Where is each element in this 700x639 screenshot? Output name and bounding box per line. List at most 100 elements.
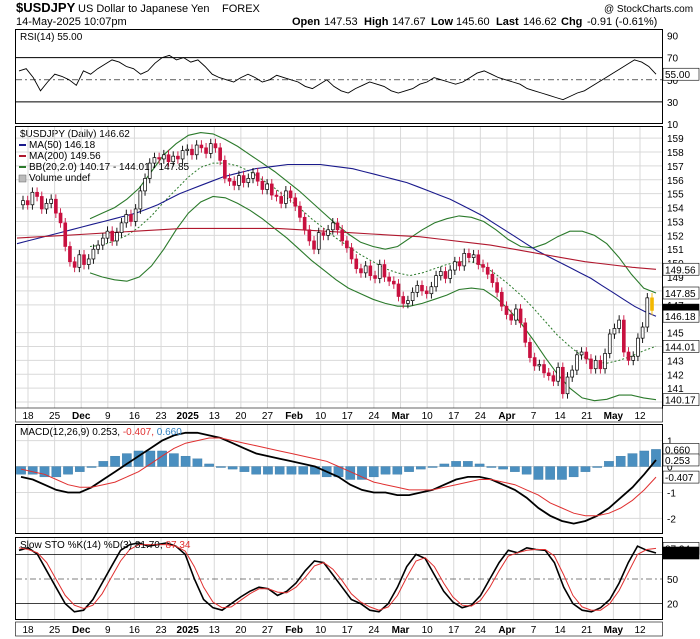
- exchange-label: FOREX: [222, 3, 261, 15]
- rsi-y-tick: 90: [667, 32, 679, 43]
- macd-histogram-bar: [474, 463, 485, 467]
- candle-body: [269, 183, 274, 196]
- sto-y-tick: 50: [667, 575, 679, 586]
- candle-body: [157, 157, 161, 160]
- x-tick-label: 21: [581, 625, 593, 636]
- macd-tag-label: -0.407: [665, 473, 694, 484]
- x-tick-label: Apr: [498, 411, 515, 422]
- copyright: @ StockCharts.com: [604, 4, 693, 15]
- candle-body: [129, 214, 133, 222]
- candle-body: [208, 143, 213, 154]
- rsi-panel: RSI(14) 55.00 90 70 50 30 10 55.00: [15, 29, 700, 131]
- candle-body: [485, 266, 490, 275]
- candle-body: [424, 290, 429, 295]
- candle-body: [471, 254, 476, 258]
- candle-body: [166, 154, 171, 163]
- candle-body: [603, 353, 607, 370]
- rsi-title: RSI(14) 55.00: [20, 32, 83, 43]
- price-y-tick: 149: [667, 273, 684, 284]
- macd-histogram-bar: [416, 466, 426, 470]
- rsi-line: [18, 54, 657, 101]
- macd-histogram-bar: [463, 461, 473, 467]
- candle-body: [237, 175, 241, 186]
- quote-date: 14-May-2025 10:07pm: [16, 16, 127, 28]
- candle-body: [218, 147, 222, 161]
- candle-body: [162, 154, 166, 160]
- candle-body: [401, 296, 406, 304]
- sto-frame: [15, 537, 663, 620]
- chg-value: -0.91 (-0.61%): [587, 16, 657, 28]
- candle-body: [645, 297, 650, 328]
- candle-body: [204, 147, 208, 154]
- candle-body: [213, 143, 218, 149]
- candle-body: [382, 264, 387, 278]
- x-tick-label: 2025: [177, 411, 200, 422]
- candle-body: [589, 358, 593, 370]
- x-tick-label: 17: [342, 625, 354, 636]
- legend-vol: Volume undef: [29, 173, 90, 184]
- candle-body: [152, 157, 157, 164]
- candle-body: [21, 200, 25, 206]
- x-axis-bottom: 18 25 Dec 9 16 23 2025 13 20 27 Feb 10 17 24 Mar 10 17 24…: [15, 621, 663, 637]
- macd-histogram-bar: [227, 466, 238, 470]
- price-tag-box: [662, 309, 700, 323]
- candle-body: [575, 354, 579, 371]
- candle-body: [560, 366, 565, 395]
- candle-body: [410, 291, 415, 301]
- candle-body: [420, 285, 424, 292]
- candle-body: [640, 326, 645, 339]
- candle-body: [528, 341, 532, 358]
- x-tick-label: Feb: [285, 411, 303, 422]
- x-tick-label: 24: [475, 411, 487, 422]
- macd-histogram-bar: [345, 466, 356, 480]
- candle-body: [288, 190, 293, 199]
- x-tick-label: Dec: [72, 411, 91, 422]
- candle-body: [373, 275, 377, 279]
- x-tick-label: 10: [315, 411, 327, 422]
- macd-histogram-bar: [557, 466, 567, 480]
- price-y-tick: 151: [667, 245, 684, 256]
- candle-body: [35, 191, 39, 197]
- macd-histogram-bar: [145, 450, 156, 467]
- x-tick-label: 25: [49, 411, 61, 422]
- macd-histogram-bar: [51, 466, 62, 478]
- candle-body: [302, 216, 307, 231]
- candle-body: [63, 222, 68, 247]
- x-tick-label: May: [604, 625, 624, 636]
- x-tick-label: 27: [262, 625, 274, 636]
- candle-body: [335, 222, 340, 231]
- macd-tag-label: 0.253: [665, 456, 690, 467]
- macd-histogram-bar: [580, 466, 591, 472]
- candle-body: [518, 308, 523, 324]
- x-tick-label: 27: [262, 411, 274, 422]
- candle-body: [330, 222, 335, 231]
- legend-ma50: MA(50) 146.18: [29, 140, 96, 151]
- candle-body: [598, 360, 603, 370]
- low-label: Low: [431, 16, 453, 28]
- candle-body: [260, 180, 265, 190]
- x-tick-label: 17: [342, 411, 354, 422]
- candle-body: [91, 248, 96, 260]
- sto-tag-box: [662, 546, 700, 560]
- candle-body: [593, 360, 598, 370]
- x-tick-label: 24: [368, 411, 380, 422]
- x-tick-label: 23: [155, 625, 167, 636]
- x-tick-label: 14: [555, 625, 567, 636]
- candle-body: [100, 237, 105, 246]
- x-tick-label: 23: [155, 411, 167, 422]
- bb-upper-line: [89, 132, 657, 294]
- price-y-tick: 142: [667, 370, 684, 381]
- x-tick-label: 14: [555, 411, 567, 422]
- high-value: 147.67: [392, 16, 426, 28]
- legend-swatch-vol: [18, 174, 27, 183]
- x-tick-label: 7: [531, 625, 537, 636]
- candle-body: [124, 214, 129, 224]
- macd-histogram-bar: [298, 466, 309, 475]
- x-tick-label: 18: [22, 411, 34, 422]
- candle-body: [636, 337, 640, 357]
- x-tick-label: 12: [634, 411, 646, 422]
- macd-histogram-bar: [169, 453, 179, 467]
- candle-body: [617, 319, 621, 329]
- macd-histogram-bar: [404, 466, 414, 472]
